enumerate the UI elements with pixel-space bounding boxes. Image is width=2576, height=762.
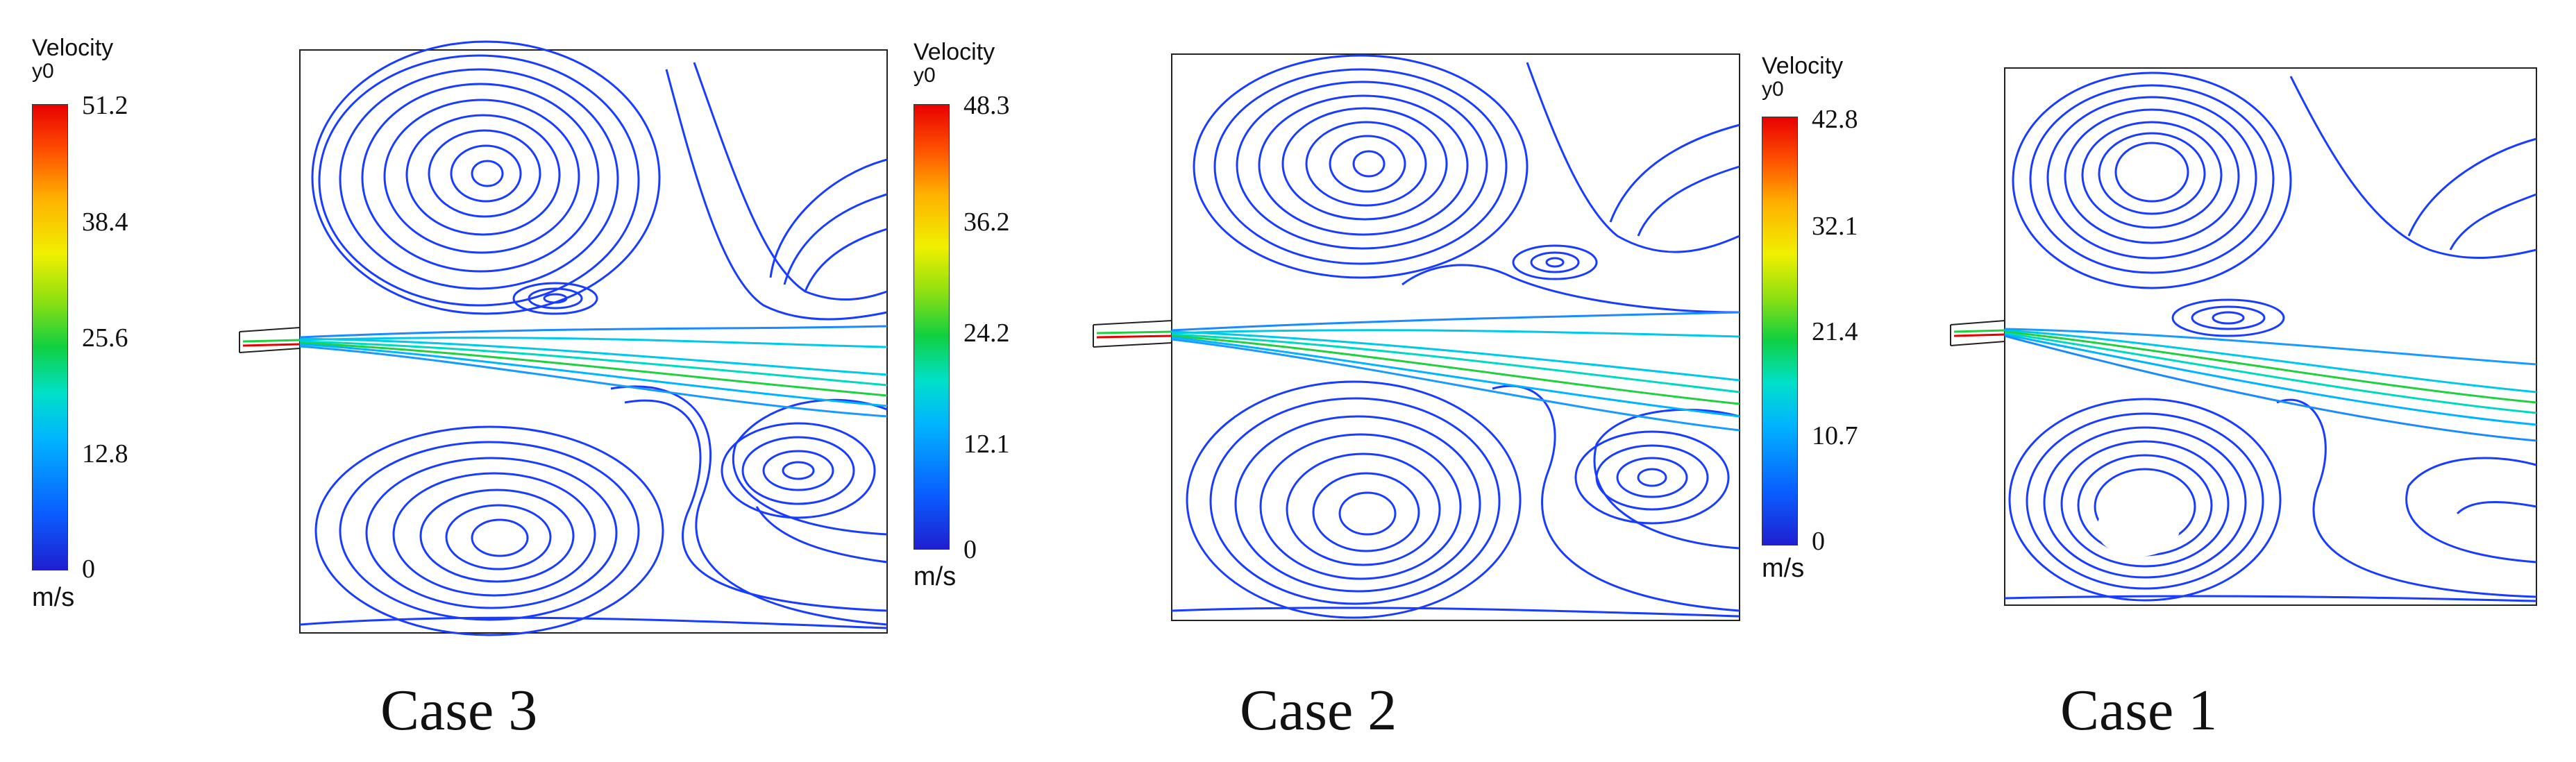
tick-label: 12.1	[963, 430, 1010, 459]
inlet-nozzle	[1950, 320, 2005, 346]
colorbar	[32, 104, 68, 570]
tick-label: 21.4	[1812, 317, 1858, 346]
vortex-core-void	[2124, 144, 2177, 189]
legend-title: Velocity	[1762, 53, 1844, 79]
case-label: Case 3	[380, 678, 538, 743]
tick-label: 38.4	[82, 208, 128, 237]
right-vortex	[721, 422, 876, 519]
tick-label: 10.7	[1812, 421, 1858, 450]
legend-subtitle: y0	[1762, 78, 1784, 101]
colorbar	[914, 104, 950, 550]
streamline-plot-case-2	[1093, 53, 1740, 621]
tick-label: 51.2	[82, 91, 128, 120]
legend-title: Velocity	[32, 35, 114, 61]
lower-vortex	[314, 425, 664, 636]
legend-subtitle: y0	[914, 64, 936, 87]
tick-label: 36.2	[963, 208, 1010, 237]
tick-label: 32.1	[1812, 212, 1858, 241]
tick-label: 24.2	[963, 319, 1010, 348]
lower-vortex	[1186, 380, 1522, 619]
upper-vortex	[2012, 71, 2292, 289]
small-vortex	[512, 282, 598, 315]
colorbar	[1762, 117, 1798, 545]
legend-subtitle: y0	[32, 60, 54, 83]
inlet-nozzle	[239, 327, 301, 353]
jet-streamlines	[1171, 311, 1740, 432]
tick-label: 25.6	[82, 323, 128, 353]
outer-streamlines	[2004, 76, 2537, 602]
upper-vortex	[1193, 54, 1529, 279]
jet-streamlines	[299, 325, 888, 418]
legend-title: Velocity	[914, 39, 995, 65]
plot-frame	[1171, 53, 1740, 621]
small-vortex	[2171, 298, 2285, 337]
vortex-core-void	[2096, 501, 2180, 557]
tick-label: 42.8	[1812, 105, 1858, 134]
case-label: Case 2	[1240, 678, 1397, 743]
tick-label: 12.8	[82, 439, 128, 468]
legend-unit: m/s	[1762, 554, 1805, 583]
tick-label: 0	[1812, 527, 1825, 556]
small-vortex	[1512, 244, 1598, 280]
upper-vortex	[311, 40, 661, 315]
tick-label: 48.3	[963, 91, 1010, 120]
tick-label: 0	[963, 535, 977, 564]
streamline-plot-case-1	[1950, 67, 2537, 606]
inlet-nozzle	[1093, 320, 1172, 348]
jet-streamlines	[2004, 328, 2537, 442]
legend-unit: m/s	[32, 583, 75, 612]
streamline-plot-case-3	[239, 40, 888, 636]
legend-unit: m/s	[914, 562, 957, 591]
case-label: Case 1	[2060, 678, 2218, 743]
lower-vortex	[2008, 398, 2282, 602]
tick-label: 0	[82, 554, 95, 584]
